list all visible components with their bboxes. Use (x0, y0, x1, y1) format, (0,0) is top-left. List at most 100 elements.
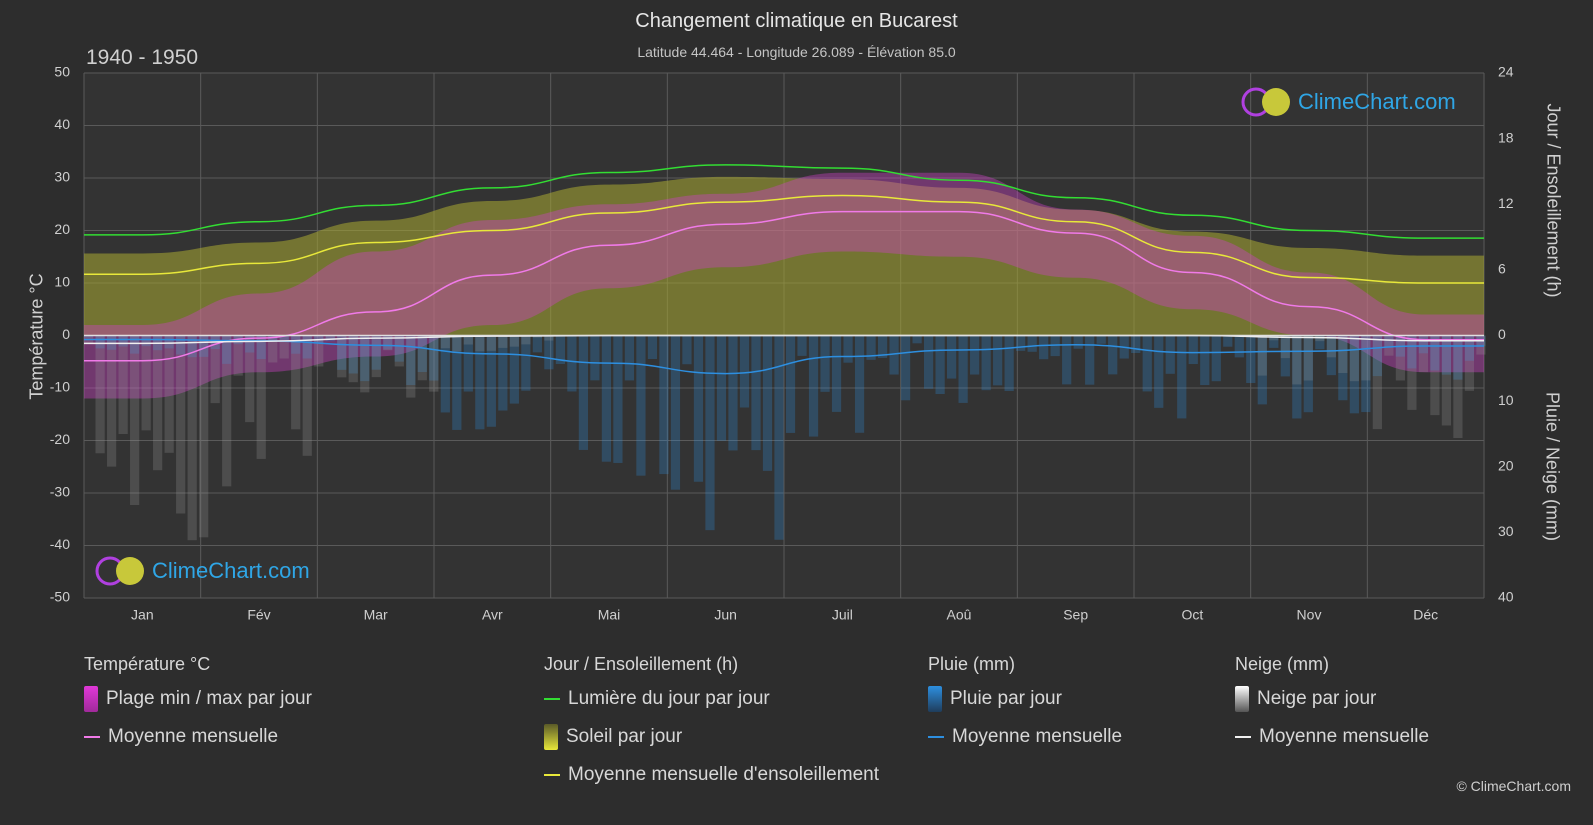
legend-daylight-label: Lumière du jour par jour (568, 688, 770, 709)
rain-daily-bar (1211, 335, 1221, 382)
legend-temperature-head: Température °C (84, 654, 211, 674)
rain-daily-bar (1027, 335, 1037, 352)
legend-rain-daily: Pluie par jour (928, 680, 1122, 718)
rain-daily-bar (555, 335, 565, 364)
rain-daily-bar (1292, 335, 1302, 419)
rain-daily-bar (1200, 335, 1210, 386)
y-left-tick-label: -20 (50, 431, 70, 447)
rain-daily-bar (751, 335, 761, 451)
rain-daily-bar (854, 335, 865, 433)
rain-daily-bar (1361, 335, 1371, 413)
rain-daily-bar (498, 335, 508, 411)
snow-daily-bar (1315, 335, 1325, 342)
y-right-top-tick-label: 24 (1498, 64, 1514, 80)
rain-daily-bar (245, 335, 255, 353)
rain-daily-bar (1004, 335, 1014, 391)
rain-daily-bar (1234, 335, 1244, 358)
rain-daily-bar (912, 335, 922, 344)
snow-daily-bar (199, 335, 209, 538)
snow-daily-bar (268, 335, 278, 363)
snow-daily-bar (1430, 335, 1440, 416)
rain-daily-bar (705, 335, 715, 531)
legend-rain-mean-label: Moyenne mensuelle (952, 726, 1123, 747)
legend-snow-head: Neige (mm) (1235, 654, 1330, 674)
rain-daily-bar (1453, 335, 1463, 380)
right-bottom-axis-title: Pluie / Neige (mm) (1542, 391, 1563, 542)
rain-daily-bar (1464, 335, 1475, 361)
y-left-tick-label: 40 (54, 116, 70, 132)
snow-daily-bar (1453, 335, 1463, 439)
rain-daily-bar (521, 335, 531, 391)
rain-daily-bar (1131, 335, 1141, 354)
period-label: 1940 - 1950 (86, 46, 199, 69)
snow-daily-bar (130, 335, 140, 506)
snow-daily-bar (1303, 335, 1313, 381)
rain-daily-bar (889, 335, 899, 375)
snow-daily-bar (1395, 335, 1405, 381)
rain-daily-bar (1154, 335, 1164, 408)
logo-top[interactable]: ClimeChart.com (1240, 86, 1456, 118)
rain-daily-bar (440, 335, 450, 413)
rain-daily-bar (348, 335, 358, 374)
rain-daily-bar (659, 335, 669, 475)
legend-temp-range-label: Plage min / max par jour (106, 688, 312, 709)
y-right-bottom-tick-label: 20 (1498, 457, 1514, 473)
rain-daily-bar (728, 335, 738, 451)
rain-swatch (928, 686, 942, 712)
snow-daily-bar (1292, 335, 1302, 385)
rain-daily-bar (1418, 335, 1428, 354)
logo-text: ClimeChart.com (152, 558, 310, 583)
x-tick-label: Mar (364, 607, 388, 623)
rain-daily-bar (947, 335, 957, 379)
copyright: © ClimeChart.com (1456, 778, 1571, 794)
snow-daily-bar (394, 335, 404, 367)
snow-daily-bar (509, 335, 519, 347)
sunshine-area (84, 176, 1484, 336)
rain-daily-bar (291, 335, 301, 354)
snow-daily-bar (1338, 335, 1348, 374)
snow-daily-bar (256, 335, 266, 459)
legend-sun: Jour / Ensoleillement (h) Lumière du jou… (544, 654, 879, 794)
rain-daily-bar (831, 335, 842, 412)
snow-daily-bar (325, 335, 335, 340)
rain-daily-bar (371, 335, 381, 370)
legend-daylight: Lumière du jour par jour (544, 680, 879, 718)
daylight-line (83, 164, 1484, 239)
snow-daily-bar (440, 335, 450, 349)
rain-daily-bar (1257, 335, 1267, 405)
chart-title: Changement climatique en Bucarest (635, 10, 958, 32)
rain-daily-bar (924, 335, 934, 389)
x-tick-label: Avr (482, 607, 503, 623)
rain-daily-bar (958, 335, 968, 403)
x-tick-label: Oct (1181, 607, 1203, 623)
rain-daily-bar (256, 335, 266, 360)
y-right-top-tick-label: 12 (1498, 195, 1514, 211)
rain-daily-bar (222, 335, 232, 364)
rain-daily-bar (268, 335, 278, 342)
y-left-tick-label: -30 (50, 484, 70, 500)
snow-daily-bar (521, 335, 531, 345)
rain-daily-bar (176, 335, 186, 355)
x-tick-label: Jun (714, 607, 737, 623)
rain-daily-bar (1384, 335, 1394, 347)
snow-daily-bar (279, 335, 289, 359)
snow-daily-bar (118, 335, 128, 435)
sun-mean-swatch (544, 774, 560, 776)
snow-daily-bar (1476, 335, 1486, 355)
legend-rain-head: Pluie (mm) (928, 654, 1016, 674)
rain-daily-bar (187, 335, 197, 358)
rain-daily-bar (647, 335, 658, 360)
rain-daily-bar (970, 335, 980, 375)
rain-daily-bar (578, 335, 588, 450)
y-left-tick-label: 30 (54, 169, 70, 185)
snow-daily-bar (337, 335, 347, 378)
rain-daily-bar (164, 335, 174, 349)
snow-daily-bar (302, 335, 312, 456)
legend-snow-daily-label: Neige par jour (1257, 688, 1377, 709)
logo-bottom[interactable]: ClimeChart.com (94, 555, 310, 587)
rain-daily-bar (1223, 335, 1233, 347)
snow-daily-bar (498, 335, 508, 348)
rain-daily-bar (567, 335, 577, 392)
y-right-bottom-tick-label: 10 (1498, 392, 1514, 408)
x-tick-label: Juil (832, 607, 853, 623)
